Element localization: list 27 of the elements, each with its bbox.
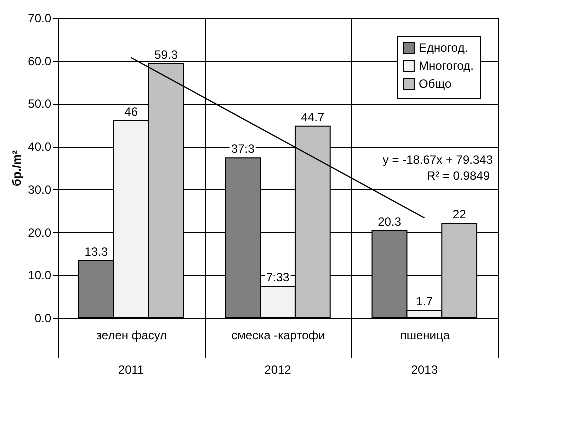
text: 2011 — [118, 363, 145, 377]
y-tick-label: 50.0 — [28, 97, 52, 112]
data-label: 59.3 — [154, 48, 178, 62]
data-label: 22 — [452, 208, 467, 222]
y-tick-label: 70.0 — [28, 12, 52, 26]
data-label: 1.7 — [416, 294, 434, 309]
y-tick-label: 40.0 — [28, 140, 52, 154]
annotation: R² = 0.9849 — [426, 169, 490, 183]
text: 2012 — [264, 363, 292, 377]
y-axis-title: бр./m² — [10, 150, 24, 187]
y-tick-label: 10.0 — [28, 268, 52, 283]
legend-label: Общо — [419, 77, 452, 91]
y-tick-label: 20.0 — [28, 226, 52, 240]
legend-label: Многогод. — [419, 59, 474, 73]
text: 2013 — [411, 363, 438, 377]
annotation: y = -18.67x + 79.343 — [382, 153, 494, 167]
x-tick-label: зелен фасул — [96, 328, 168, 342]
y-tick-label: 60.0 — [28, 54, 52, 68]
data-label: 13.3 — [84, 245, 108, 259]
x-tick-label: пшеница — [400, 328, 450, 342]
y-tick-label: 0.0 — [34, 312, 52, 326]
data-label: 20.3 — [378, 215, 402, 229]
data-label: 46 — [124, 104, 138, 119]
legend-label: Едногод. — [419, 41, 468, 55]
y-tick-label: 30.0 — [28, 182, 52, 197]
x-tick-label: смеска -картофи — [232, 328, 326, 342]
data-label: 44.7 — [301, 110, 325, 124]
